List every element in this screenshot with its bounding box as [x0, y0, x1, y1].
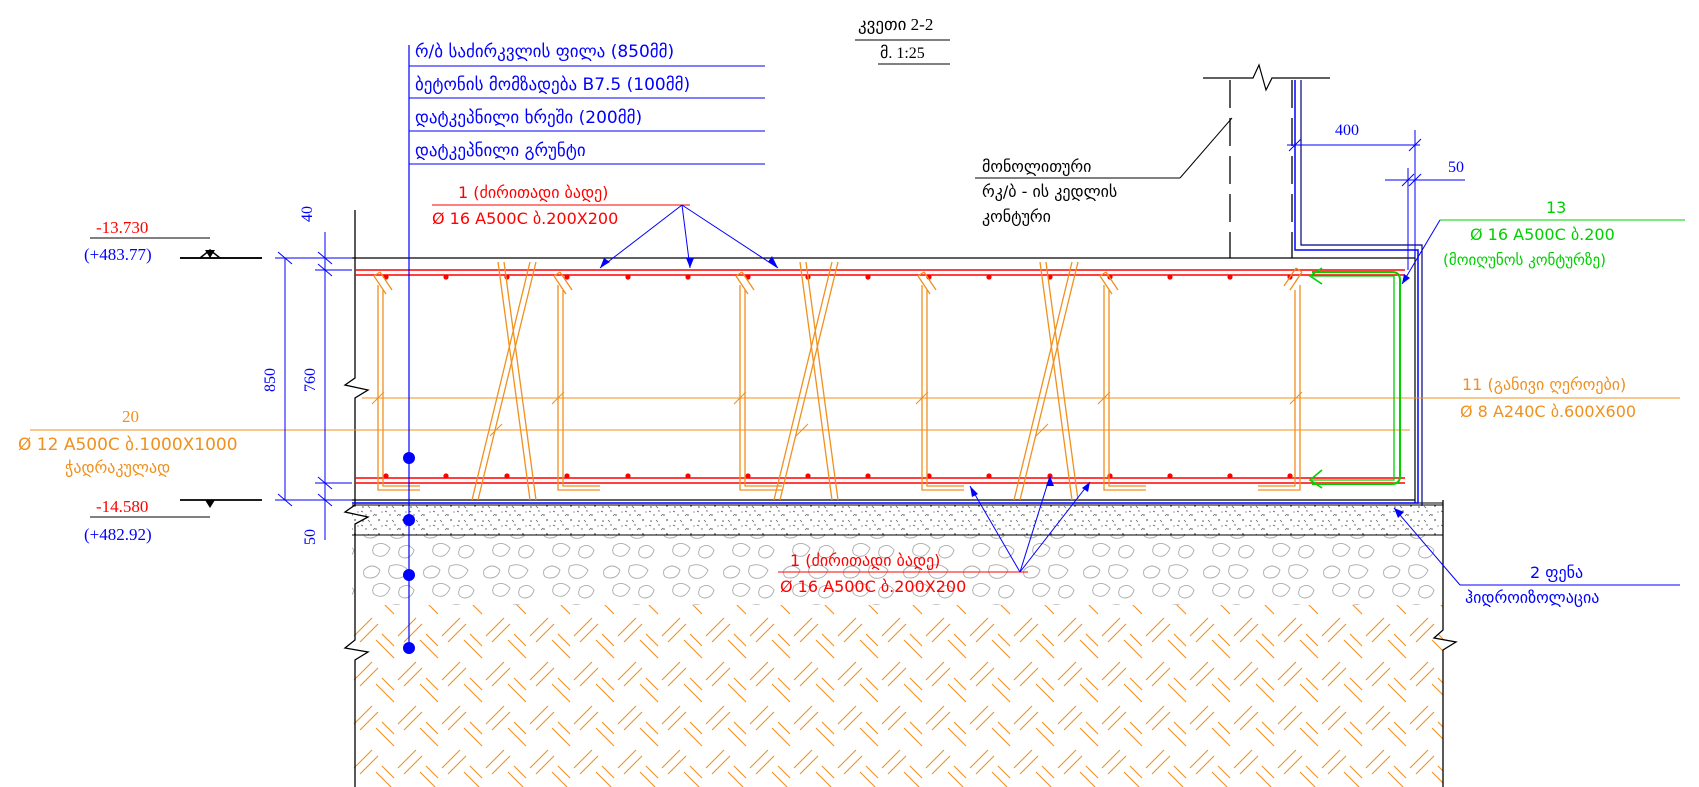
hydro-contour-inner	[1300, 80, 1423, 506]
hydro-text: ჰიდროიზოლაცია	[1465, 588, 1599, 607]
rebar-top-label: 1 (ძირითადი ბადე)	[458, 183, 608, 202]
rebar-13-note: (მოიღუნოს კონტურზე)	[1443, 251, 1606, 269]
level-bottom-mark: -14.580	[96, 497, 148, 516]
rebar-bottom-arrowheads	[970, 476, 1090, 497]
dim-850: 850	[262, 368, 279, 392]
layers-underlines	[409, 65, 765, 165]
rebar-13-hook-top	[1308, 267, 1323, 285]
dim-lines-left	[275, 232, 352, 540]
dim-50: 50	[302, 529, 319, 545]
rebar-13-spec: Ø 16 A500C ბ.200	[1470, 225, 1615, 244]
layer-1-text: რ/ბ საძირკვლის ფილა (850მმ)	[415, 42, 674, 62]
rebar-20-num: 20	[122, 407, 139, 426]
layer-2-text: ბეტონის მომზადება B7.5 (100მმ)	[415, 75, 690, 95]
rebar-bottom-label: 1 (ძირითადი ბადე)	[790, 551, 940, 570]
tick-marks	[371, 391, 1303, 437]
bottom-bar-dots	[383, 473, 1293, 479]
rebar-20-spec: Ø 12 A500C ბ.1000X1000	[18, 435, 238, 455]
monolith-line-3: კონტური	[982, 207, 1051, 226]
gravel-layer	[352, 535, 1443, 605]
level-top-symbol	[180, 249, 262, 259]
top-bar-dots	[383, 274, 1293, 280]
layer-marker-2	[403, 514, 415, 526]
layer-marker-4	[403, 642, 415, 654]
level-top-mark: -13.730	[96, 218, 148, 237]
monolith-line-2: რკ/ბ - ის კედლის	[982, 182, 1117, 201]
layer-marker-1	[403, 452, 415, 464]
hydro-contour	[352, 80, 1419, 504]
rebar-bottom-arrows	[969, 475, 1091, 573]
hydro-arrowhead	[1394, 508, 1404, 518]
monolith-line-1: მონოლითური	[982, 157, 1091, 176]
wall-break-symbol	[1203, 63, 1330, 92]
section-title: კვეთი 2-2	[858, 15, 933, 35]
dim-760: 760	[302, 368, 319, 392]
rebar-13-bar-inner	[1312, 275, 1395, 481]
cross-bars	[471, 261, 1079, 501]
right-break-line	[1432, 500, 1458, 787]
dim-50-right: 50	[1448, 159, 1464, 176]
dim-lines-right	[1287, 130, 1465, 270]
rebar-top-spec: Ø 16 A500C ბ.200X200	[432, 209, 618, 228]
layer-marker-3	[403, 569, 415, 581]
level-bottom-abs: (+482.92)	[84, 525, 152, 544]
rebar-13-bar	[1312, 271, 1401, 485]
section-scale: მ. 1:25	[880, 44, 925, 62]
hydro-label: 2 ფენა	[1530, 563, 1583, 582]
level-top-triangle	[205, 250, 215, 258]
rebar-13-num: 13	[1546, 198, 1566, 217]
dim-400: 400	[1335, 122, 1359, 139]
monolith-leader	[1179, 117, 1233, 179]
rebar-20-note: ჭადრაკულად	[65, 458, 170, 477]
dim-40: 40	[299, 206, 316, 222]
layer-3-text: დატკეპნილი ხრეში (200მმ)	[415, 108, 642, 128]
rebar-11-label: 11 (განივი ღეროები)	[1462, 375, 1626, 394]
concrete-prep-layer	[352, 505, 1443, 535]
level-top-abs: (+483.77)	[84, 245, 152, 264]
rebar-bottom-spec: Ø 16 A500C ბ.200X200	[780, 577, 966, 596]
rebar-top-arrowheads	[600, 256, 778, 268]
layer-4-text: დატკეპნილი გრუნტი	[415, 141, 586, 161]
rebar-13-hook-bottom	[1308, 469, 1323, 489]
soil-layer	[352, 605, 1443, 787]
level-bottom-triangle	[205, 500, 215, 508]
stirrups	[373, 267, 1303, 491]
rebar-13-leader	[1401, 219, 1441, 285]
rebar-11-spec: Ø 8 A240C ბ.600X600	[1460, 402, 1636, 421]
hydro-leader	[1393, 507, 1461, 586]
rebar-13-arrowhead	[1402, 274, 1410, 284]
left-break-line	[343, 210, 370, 787]
rebar-top-arrows	[599, 204, 779, 269]
